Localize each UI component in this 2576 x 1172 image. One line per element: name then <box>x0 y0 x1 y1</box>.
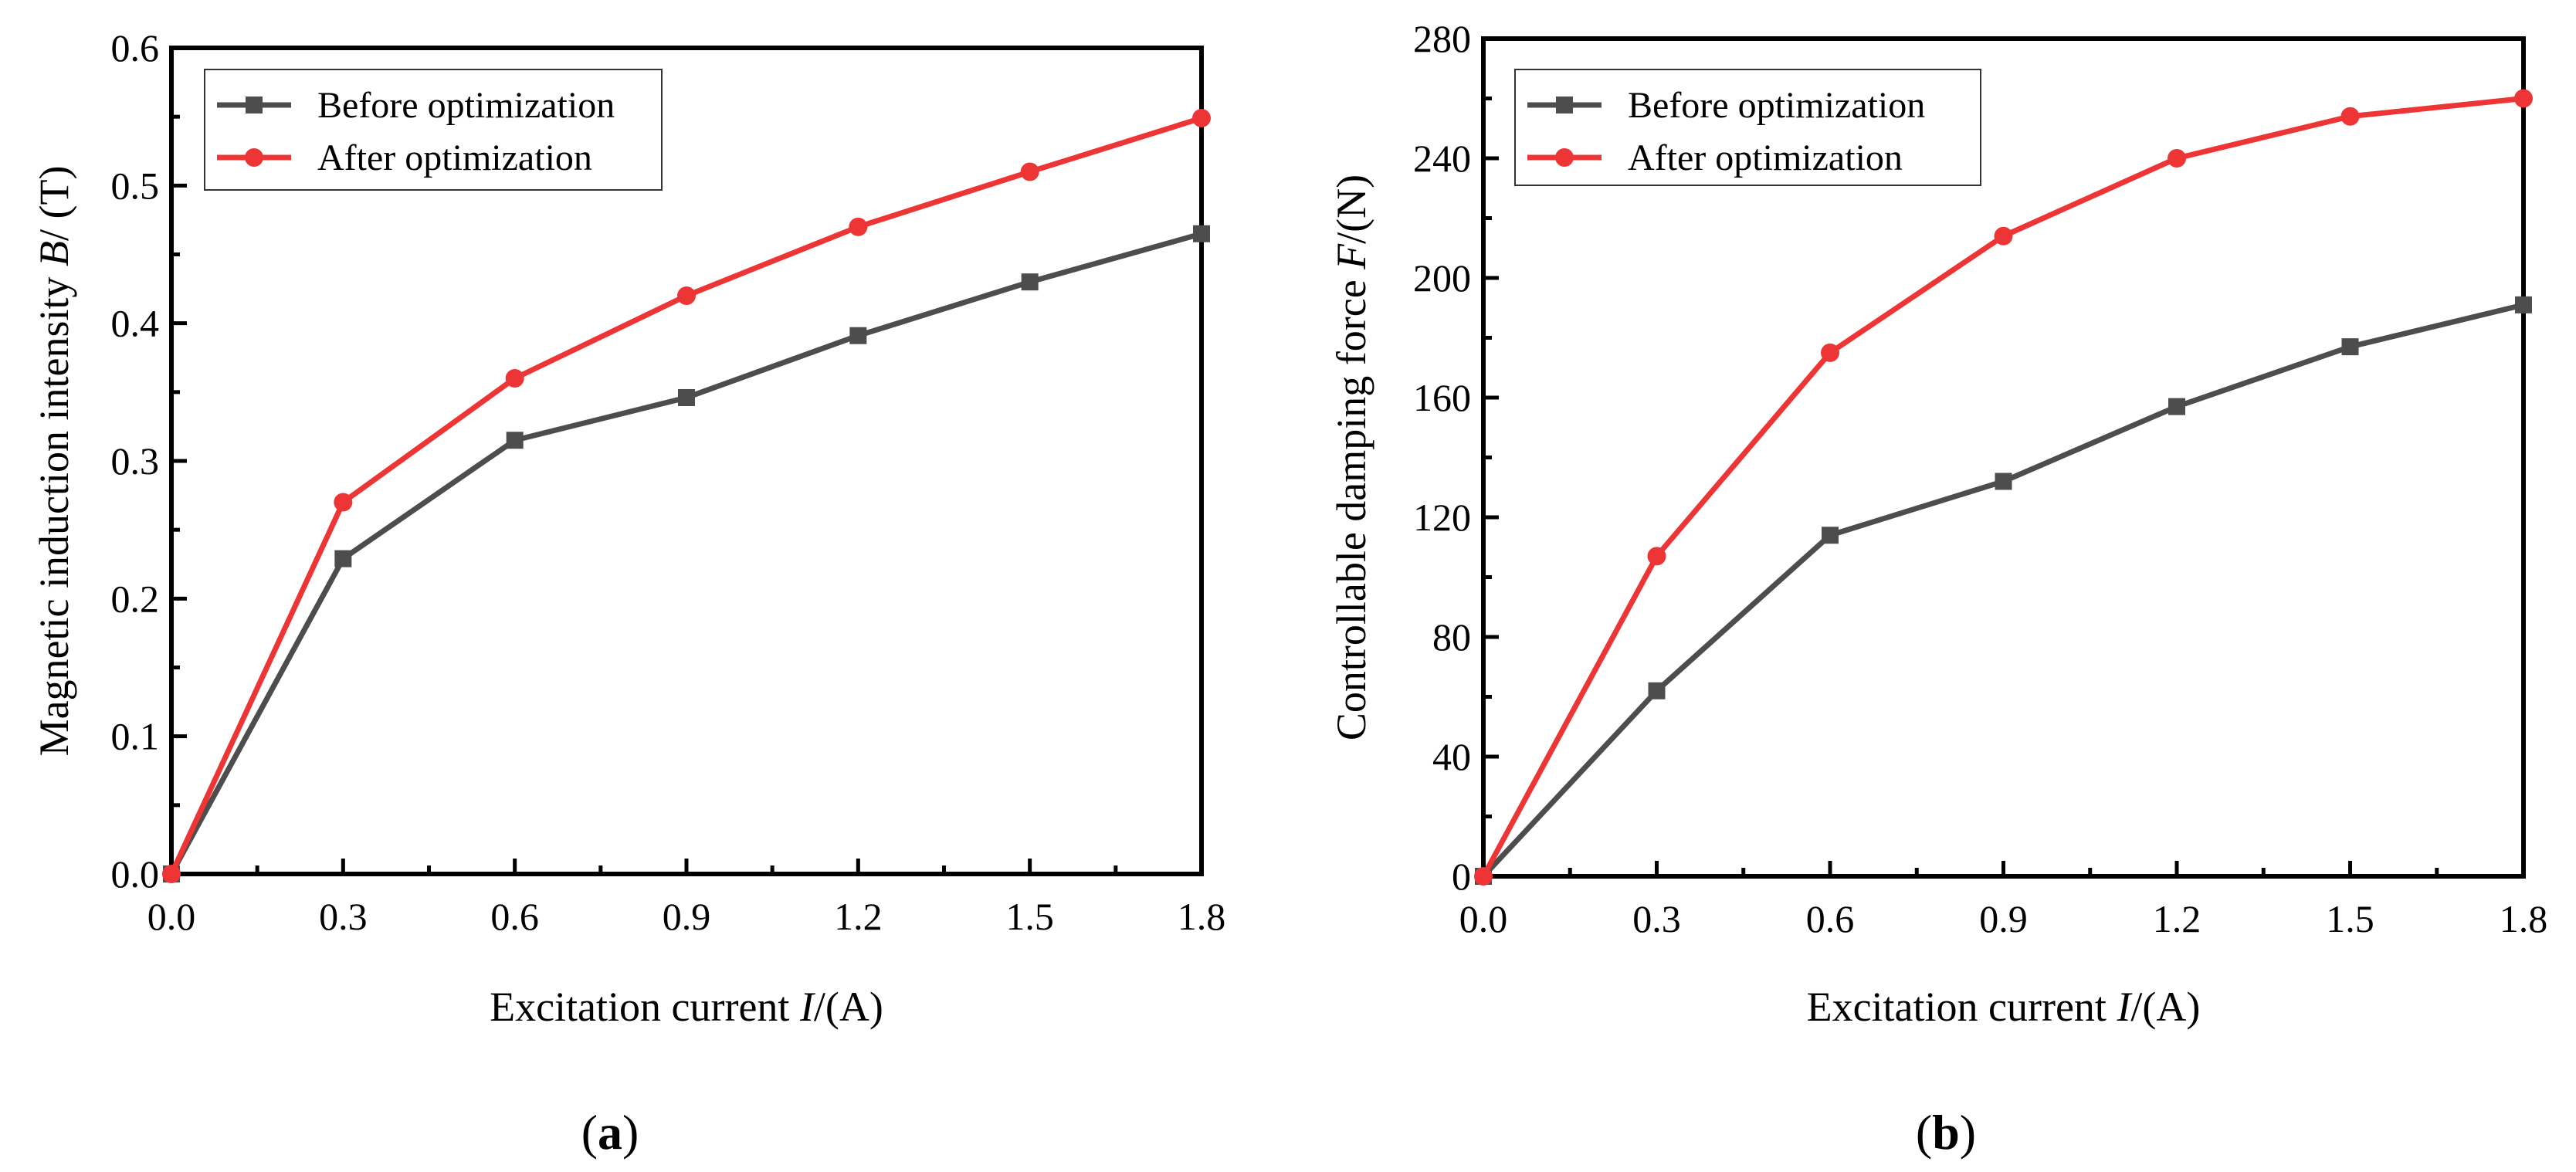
legend-label-before: Before optimization <box>317 85 615 126</box>
y-axis-label-text: Magnetic induction intensity <box>31 266 77 756</box>
y-axis-label-variable: F <box>1328 243 1374 270</box>
data-point-after <box>1821 343 1839 362</box>
legend-box <box>1514 69 1981 186</box>
chart-panel-a: 0.0 0.3 0.6 0.9 1.2 1.5 1.8 0.0 0.1 0.2 0.3 0.4 0.5 0… <box>31 26 1225 1160</box>
x-tick-label: 1.8 <box>2500 897 2548 940</box>
data-point-after <box>2514 89 2533 108</box>
panel-label-close: ) <box>622 1105 639 1160</box>
x-tick-label: 0.3 <box>319 895 368 938</box>
data-point-after <box>849 217 868 236</box>
x-tick-label: 0.0 <box>147 895 196 938</box>
y-tick-label: 0.2 <box>111 577 160 620</box>
x-tick-label: 0.3 <box>1632 897 1681 940</box>
y-tick-label: 0.0 <box>111 852 160 896</box>
x-tick-label: 1.5 <box>2326 897 2374 940</box>
x-axis-label-unit: /(A) <box>814 984 883 1030</box>
x-tick-label: 1.5 <box>1005 895 1054 938</box>
y-tick-label: 120 <box>1413 496 1471 539</box>
legend-label-after: After optimization <box>1628 137 1903 178</box>
y-tick-label: 40 <box>1432 735 1471 778</box>
x-axis-label-unit: /(A) <box>2130 984 2200 1030</box>
y-tick-label: 0.6 <box>111 26 160 69</box>
x-tick-label: 1.2 <box>2153 897 2201 940</box>
y-tick-label: 160 <box>1413 376 1471 419</box>
x-tick-label: 1.8 <box>1178 895 1226 938</box>
legend-marker-after <box>245 148 263 167</box>
data-point-before <box>506 432 524 449</box>
y-tick-label: 0 <box>1452 855 1471 898</box>
data-point-after <box>677 286 696 305</box>
y-axis-label-unit: /(N) <box>1328 174 1374 244</box>
data-point-after <box>1474 867 1493 886</box>
panel-label-letter: b <box>1932 1105 1960 1160</box>
data-point-after <box>1647 547 1666 566</box>
data-point-before <box>1822 527 1839 544</box>
legend-box <box>204 69 663 191</box>
y-tick-label: 200 <box>1413 256 1471 300</box>
y-tick-label: 0.1 <box>111 715 160 758</box>
data-point-before <box>678 388 695 406</box>
y-axis-label-unit: / (T) <box>31 166 77 241</box>
data-point-after <box>334 493 353 512</box>
x-tick-label: 0.9 <box>663 895 711 938</box>
data-point-before <box>2515 296 2532 313</box>
data-point-after <box>1020 162 1039 181</box>
y-tick-label: 0.5 <box>111 164 160 207</box>
panel-label: (b) <box>1916 1105 1976 1160</box>
chart-panel-b: 0.0 0.3 0.6 0.9 1.2 1.5 1.8 0 40 80 120 160 200 240 28… <box>1328 17 2547 1160</box>
x-axis-label: Excitation current I/(A) <box>1807 984 2201 1030</box>
panel-label-open: ( <box>581 1105 598 1160</box>
x-tick-label: 0.6 <box>490 895 539 938</box>
y-tick-label: 0.4 <box>111 302 160 345</box>
legend: Before optimization After optimization <box>1514 69 1981 186</box>
y-tick-label: 280 <box>1413 17 1471 60</box>
y-tick-label: 240 <box>1413 137 1471 180</box>
data-point-before <box>2168 398 2185 415</box>
y-axis-label: Magnetic induction intensity B/ (T) <box>31 166 77 757</box>
legend: Before optimization After optimization <box>204 69 663 191</box>
legend-label-after: After optimization <box>317 137 592 178</box>
data-point-after <box>2168 149 2186 168</box>
data-point-before <box>1648 682 1666 699</box>
legend-marker-after <box>1555 148 1574 167</box>
series-line-after <box>168 115 1203 876</box>
x-tick-label: 1.2 <box>834 895 883 938</box>
legend-label-before: Before optimization <box>1628 85 1925 126</box>
x-tick-label: 0.6 <box>1806 897 1855 940</box>
panel-label: (a) <box>581 1105 639 1160</box>
y-axis-label-variable: B <box>31 241 77 266</box>
data-point-after <box>2340 107 2360 126</box>
x-axis-label-text: Excitation current <box>490 984 800 1030</box>
data-point-after <box>1994 226 2013 246</box>
data-point-before <box>1021 273 1039 291</box>
panel-label-close: ) <box>1960 1105 1976 1160</box>
x-axis-label-variable: I <box>2116 984 2133 1030</box>
data-point-after <box>162 865 181 883</box>
legend-marker-before <box>1556 97 1573 113</box>
x-tick-label: 0.0 <box>1459 897 1508 940</box>
data-point-after <box>505 369 524 388</box>
x-tick-label: 0.9 <box>1979 897 2028 940</box>
series-line-before <box>168 231 1202 876</box>
panel-label-open: ( <box>1916 1105 1932 1160</box>
y-axis-label-text: Controllable damping force <box>1328 269 1374 740</box>
data-point-before <box>334 550 352 567</box>
legend-marker-before <box>246 97 263 113</box>
data-point-before <box>849 327 867 344</box>
y-axis-label: Controllable damping force F/(N) <box>1328 174 1374 740</box>
panel-label-letter: a <box>598 1105 622 1160</box>
x-axis-label-variable: I <box>799 984 816 1030</box>
data-point-before <box>2341 338 2359 356</box>
y-tick-label: 80 <box>1432 615 1471 659</box>
x-axis-label: Excitation current I/(A) <box>490 984 883 1030</box>
data-point-after <box>1192 108 1211 127</box>
y-tick-label: 0.3 <box>111 439 160 483</box>
data-point-before <box>1995 473 2012 490</box>
data-point-before <box>1193 225 1210 242</box>
x-axis-label-text: Excitation current <box>1807 984 2117 1030</box>
